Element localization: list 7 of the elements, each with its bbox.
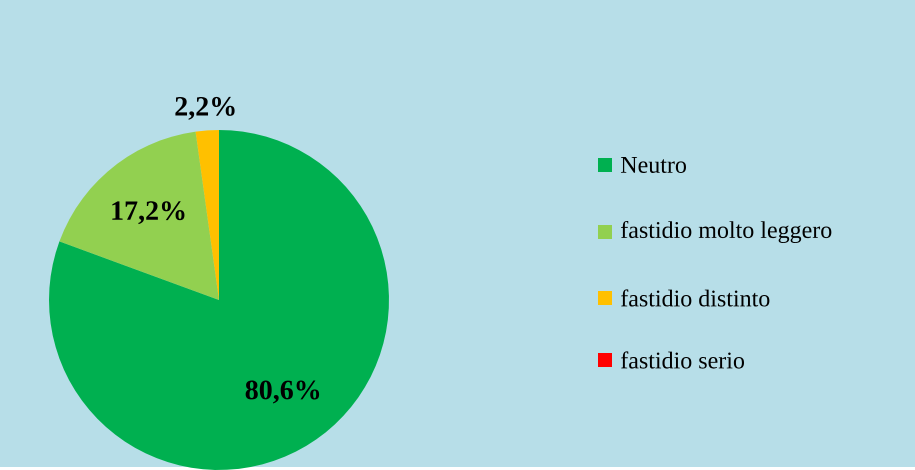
- data-label: 80,6%: [246, 380, 320, 404]
- legend-label: Neutro: [620, 157, 686, 173]
- data-label: 17,2%: [112, 201, 184, 224]
- legend-label: fastidio distinto: [621, 289, 770, 307]
- legend-label: fastidio molto leggero: [621, 220, 832, 244]
- data-label: 2,2%: [175, 96, 235, 120]
- legend-label: fastidio serio: [621, 351, 744, 369]
